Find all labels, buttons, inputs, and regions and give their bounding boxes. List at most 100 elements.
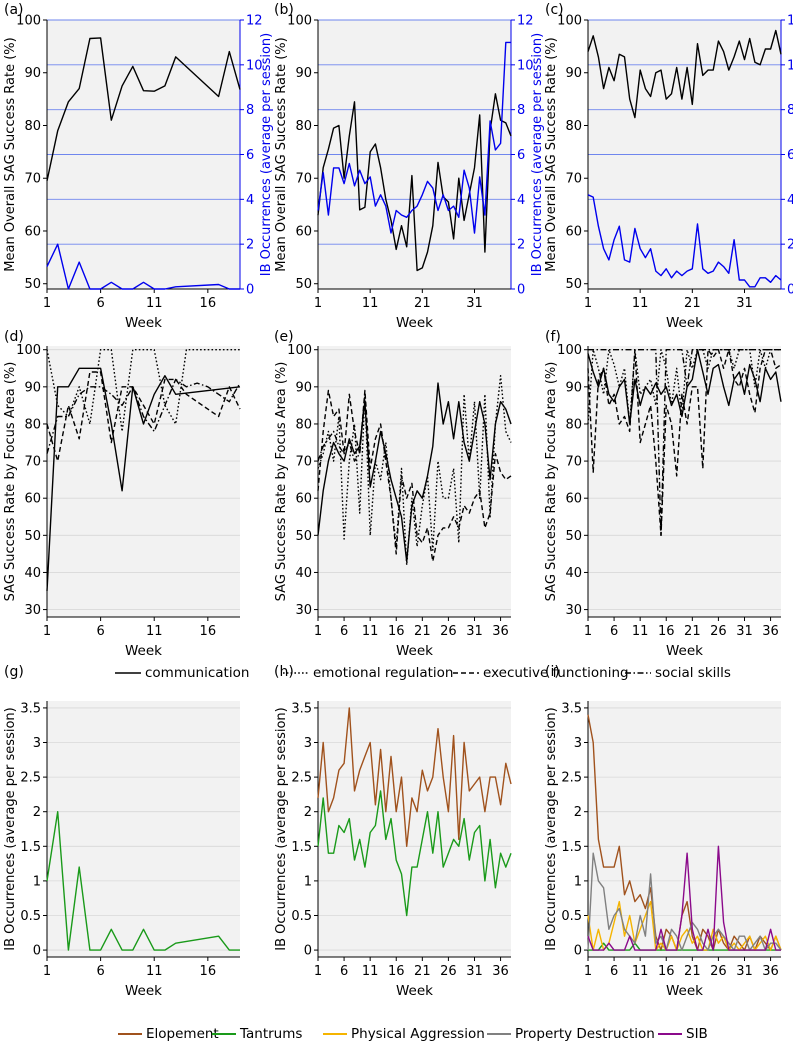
x-tick-label: 1	[43, 964, 51, 979]
y2-tick-label: 0	[787, 283, 793, 298]
series-line-ib-occurrences	[46, 243, 240, 290]
x-tick-label: 36	[762, 624, 779, 639]
y-tick-label: 0.5	[20, 909, 41, 924]
x-tick-label: 11	[632, 296, 649, 311]
y-tick-label: 1.5	[561, 840, 582, 855]
x-axis-title: Week	[125, 315, 162, 331]
y-tick-label: 3	[574, 736, 582, 751]
y2-tick-label: 4	[787, 193, 793, 208]
x-tick-label: 11	[146, 964, 163, 979]
y2-axis-title: IB Occurrences (average per session)	[259, 33, 274, 276]
x-tick-label: 31	[466, 624, 483, 639]
x-tick-label: 6	[96, 624, 104, 639]
x-axis-title: Week	[666, 983, 703, 999]
y-tick-label: 30	[565, 603, 582, 618]
y2-tick-label: 2	[246, 238, 254, 253]
panel-label: (g)	[4, 664, 24, 680]
y-tick-label: 50	[295, 529, 312, 544]
x-tick-label: 1	[43, 296, 51, 311]
series-line-elopement	[317, 707, 512, 847]
series-line-tantrums	[46, 811, 240, 951]
x-tick-label: 21	[684, 624, 701, 639]
y2-tick-label: 0	[517, 283, 525, 298]
panel-label: (b)	[274, 2, 294, 18]
y-tick-label: 1.5	[291, 840, 312, 855]
y-tick-label: 0.5	[291, 909, 312, 924]
y-tick-label: 60	[24, 492, 41, 507]
x-tick-label: 11	[632, 624, 649, 639]
series-line-mean-overall-sag-success-rate	[317, 93, 512, 272]
y-axis-title: Mean Overall SAG Success Rate (%)	[274, 37, 289, 271]
x-tick-label: 1	[314, 624, 322, 639]
y-tick-label: 0	[304, 944, 312, 959]
series-line-ib-occurrences	[587, 194, 782, 288]
y-tick-label: 50	[565, 277, 582, 292]
x-tick-label: 11	[362, 964, 379, 979]
y-tick-label: 60	[24, 224, 41, 239]
y-tick-label: 30	[295, 603, 312, 618]
x-tick-label: 21	[684, 964, 701, 979]
y-tick-label: 90	[24, 380, 41, 395]
y-tick-label: 80	[565, 417, 582, 432]
legend-label: SIB	[686, 1026, 708, 1042]
y-tick-label: 100	[16, 343, 41, 358]
x-tick-label: 1	[584, 624, 592, 639]
y-tick-label: 80	[565, 119, 582, 134]
legend-ib-type: Elopement Tantrums Physical Aggression Prop…	[118, 1026, 708, 1042]
y-axis-title: SAG Success Rate by Focus Area (%)	[544, 362, 559, 602]
x-tick-label: 1	[584, 296, 592, 311]
x-tick-label: 36	[492, 964, 509, 979]
y-tick-label: 100	[557, 14, 582, 29]
x-tick-label: 31	[736, 624, 753, 639]
y2-tick-label: 2	[517, 238, 525, 253]
x-tick-label: 36	[762, 964, 779, 979]
legend-label: Tantrums	[239, 1026, 302, 1042]
y-tick-label: 90	[295, 380, 312, 395]
plot-area	[47, 701, 240, 957]
y-tick-label: 3	[304, 736, 312, 751]
y-tick-label: 90	[24, 66, 41, 81]
y-tick-label: 1	[33, 874, 41, 889]
legend-label: communication	[145, 665, 249, 681]
y-tick-label: 1.5	[20, 840, 41, 855]
x-tick-label: 26	[440, 624, 457, 639]
panel-label: (i)	[545, 664, 560, 680]
x-tick-label: 16	[200, 624, 217, 639]
y-tick-label: 100	[557, 343, 582, 358]
y-tick-label: 100	[287, 14, 312, 29]
legend-label: Elopement	[146, 1026, 219, 1042]
series-line-tantrums	[317, 790, 512, 917]
x-tick-label: 1	[314, 964, 322, 979]
y2-tick-label: 0	[246, 283, 254, 298]
x-tick-label: 11	[362, 296, 379, 311]
series-line-emotional-regulation	[587, 349, 781, 425]
y-tick-label: 60	[295, 224, 312, 239]
series-line-executive-functioning	[317, 389, 512, 562]
y-tick-label: 80	[24, 119, 41, 134]
y-tick-label: 90	[565, 66, 582, 81]
x-tick-label: 1	[314, 296, 322, 311]
y-axis-title: Mean Overall SAG Success Rate (%)	[544, 37, 559, 271]
x-axis-title: Week	[396, 983, 433, 999]
y-tick-label: 3.5	[20, 701, 41, 716]
x-tick-label: 31	[466, 964, 483, 979]
x-tick-label: 6	[340, 964, 348, 979]
x-tick-label: 26	[440, 964, 457, 979]
y2-tick-label: 4	[517, 193, 525, 208]
series-line-executive-functioning	[46, 371, 241, 462]
y-tick-label: 3.5	[561, 701, 582, 716]
y-tick-label: 80	[24, 417, 41, 432]
panel-label: (a)	[4, 2, 24, 18]
y-tick-label: 80	[295, 119, 312, 134]
legend-label: emotional regulation	[313, 665, 453, 681]
y-tick-label: 2.5	[561, 771, 582, 786]
y2-tick-label: 8	[787, 103, 793, 118]
y-tick-label: 60	[565, 224, 582, 239]
x-axis-title: Week	[396, 315, 433, 331]
y-tick-label: 1	[574, 874, 582, 889]
y2-tick-label: 4	[246, 193, 254, 208]
y-tick-label: 70	[565, 455, 582, 470]
